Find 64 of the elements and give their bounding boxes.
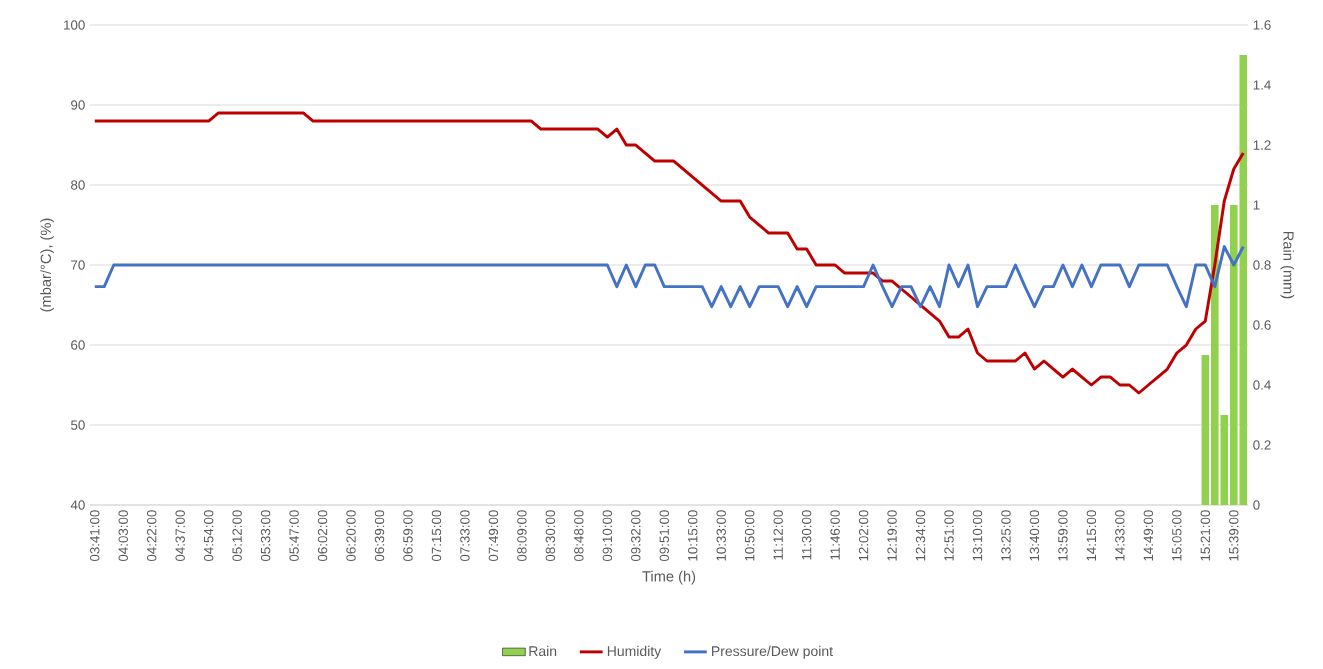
x-tick-label: 04:22:00 [146,510,157,562]
x-tick-label: 05:12:00 [232,510,242,562]
x-tick-label: 07:15:00 [431,510,442,562]
x-tick-label: 15:39:00 [1229,510,1239,561]
x-tick-label: 03:41:00 [90,510,100,562]
y2-tick-label: 0.2 [1253,440,1271,450]
x-tick-label: 13:25:00 [1001,510,1011,561]
x-tick-label: 12:19:00 [887,510,897,561]
x-tick-label: 04:37:00 [175,510,185,562]
x-tick-label: 08:30:00 [545,510,556,562]
y-tick-label: 50 [71,420,85,430]
x-tick-label: 06:59:00 [403,510,413,562]
x-tick-label: 11:30:00 [801,510,812,560]
x-tick-label: 11:12:00 [773,510,783,560]
y2-tick-label: 0.4 [1253,380,1271,390]
x-tick-label: 11:46:00 [830,510,840,560]
x-tick-label: 06:20:00 [346,510,356,562]
x-tick-label: 09:51:00 [659,510,669,562]
x-tick-label: 13:59:00 [1058,510,1068,561]
y-tick-label: 90 [71,100,85,110]
y2-tick-label: 1.2 [1253,140,1271,150]
y2-tick-label: 1.4 [1253,80,1271,90]
legend-label: Pressure/Dew point [712,645,833,659]
x-tick-label: 14:15:00 [1086,510,1097,561]
x-tick-label: 14:33:00 [1115,510,1125,561]
y2-tick-label: 0.6 [1253,320,1271,330]
x-tick-label: 06:39:00 [374,510,385,562]
bar [1201,355,1210,505]
x-tick-label: 15:05:00 [1172,510,1182,561]
x-tick-label: 10:15:00 [688,510,698,561]
x-tick-label: 07:33:00 [460,510,470,562]
legend-label: Humidity [607,645,662,659]
legend-label: Rain [529,645,557,657]
x-tick-label: 09:32:00 [631,510,641,562]
y-tick-label: 80 [71,180,85,190]
x-tick-label: 05:47:00 [289,510,299,562]
x-tick-label: 12:51:00 [944,510,954,561]
x-tick-label: 14:49:00 [1143,510,1154,561]
x-tick-label: 04:03:00 [118,510,128,562]
x-tick-label: 10:33:00 [716,510,726,561]
y-tick-label: 60 [71,340,85,350]
y-tick-label: 70 [71,260,85,270]
x-tick-label: 09:10:00 [602,510,613,562]
x-tick-label: 04:54:00 [203,510,214,562]
x-tick-label: 05:33:00 [260,510,271,562]
x-tick-label: 13:10:00 [972,510,983,561]
y2-tick-label: 1 [1253,200,1260,210]
y2-tick-label: 1.6 [1253,20,1271,30]
y2-tick-label: 0.8 [1253,260,1271,270]
y-axis-title: (mbar/°C), (%) [40,218,54,312]
x-tick-label: 08:48:00 [574,510,584,562]
y2-axis-title: Rain (mm) [1280,231,1295,299]
x-tick-label: 06:02:00 [317,510,328,562]
x-tick-label: 13:40:00 [1029,510,1040,561]
y2-tick-label: 0 [1253,500,1260,510]
x-tick-label: 12:02:00 [858,510,869,561]
y-tick-label: 100 [64,20,85,30]
x-axis-title: Time (h) [642,570,696,585]
x-tick-label: 08:09:00 [517,510,527,562]
x-tick-label: 15:21:00 [1200,510,1211,561]
x-tick-label: 07:49:00 [488,510,499,562]
x-tick-label: 10:50:00 [744,510,755,561]
x-tick-label: 12:34:00 [915,510,926,561]
y-tick-label: 40 [70,500,85,510]
